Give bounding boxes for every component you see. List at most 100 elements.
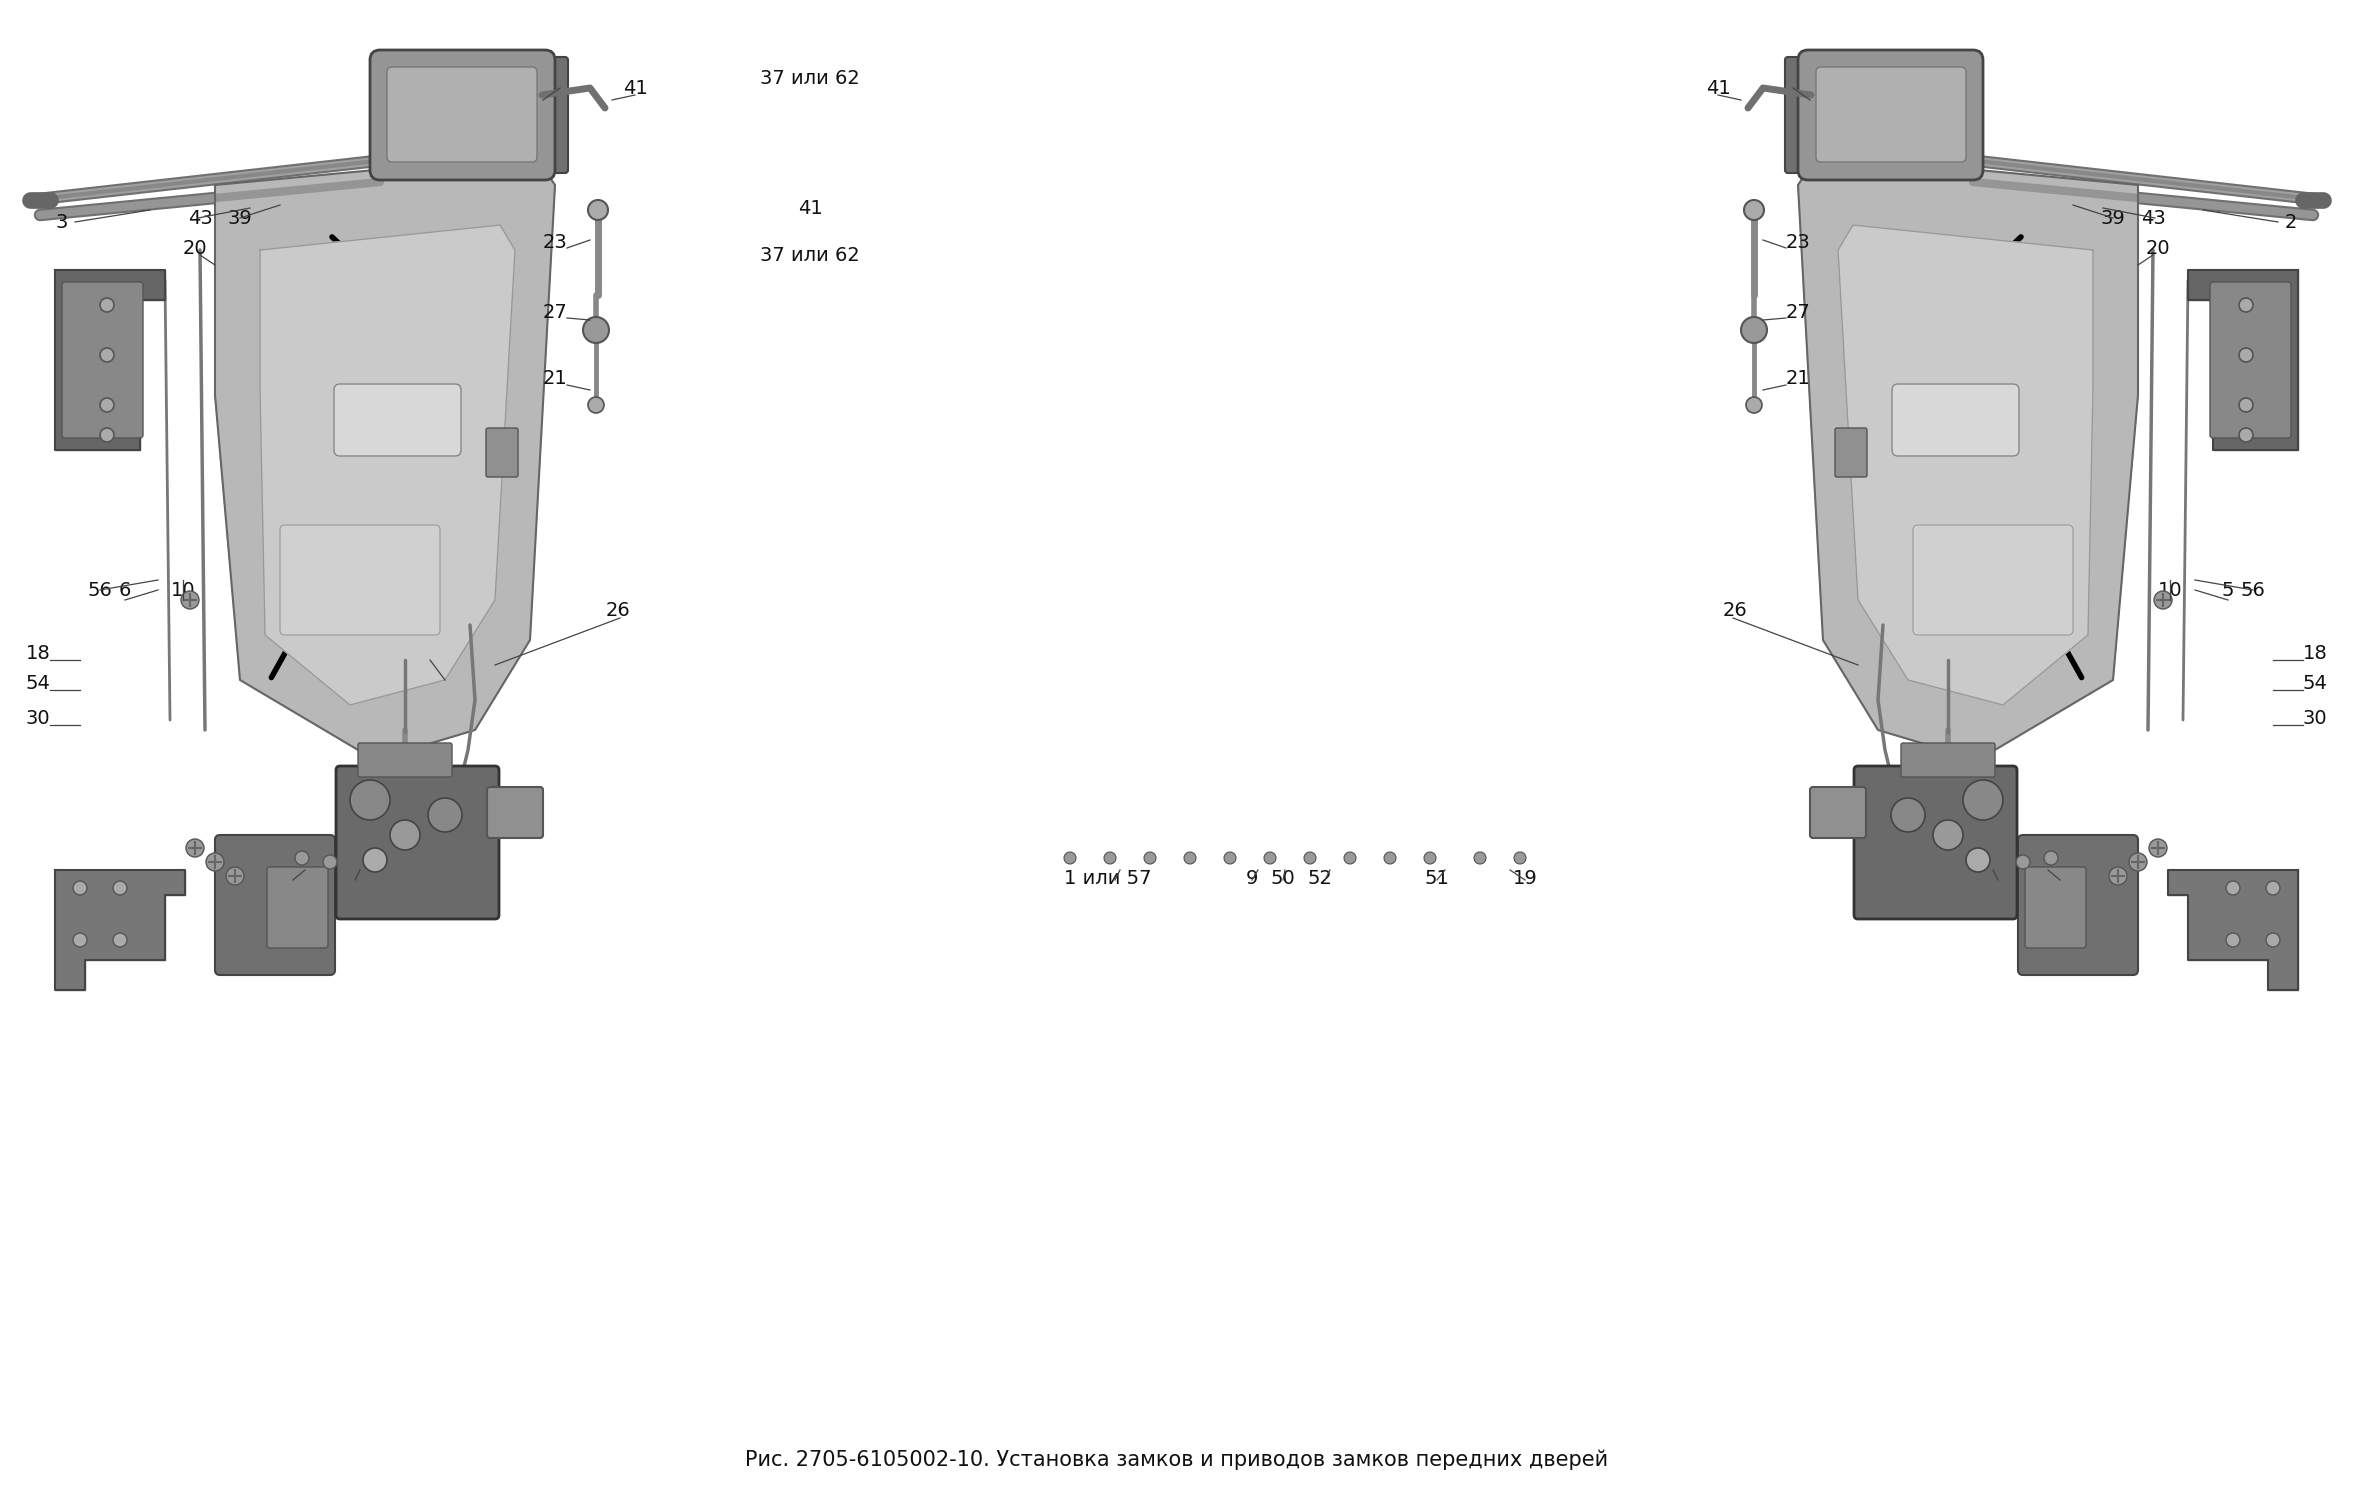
Circle shape: [1746, 398, 1762, 413]
FancyBboxPatch shape: [1913, 526, 2073, 636]
Circle shape: [1424, 852, 1435, 864]
Text: 19: 19: [1513, 869, 1537, 887]
FancyBboxPatch shape: [1901, 742, 1995, 777]
Circle shape: [181, 590, 200, 608]
Circle shape: [2148, 839, 2167, 857]
FancyBboxPatch shape: [1798, 50, 1984, 181]
Polygon shape: [54, 870, 186, 989]
Text: 10: 10: [2158, 580, 2181, 599]
Text: 14: 14: [412, 643, 438, 663]
FancyBboxPatch shape: [214, 834, 334, 974]
Circle shape: [1064, 852, 1075, 864]
Circle shape: [1513, 852, 1527, 864]
Text: 41: 41: [1706, 78, 1729, 98]
Text: 1 или 57: 1 или 57: [1064, 869, 1151, 887]
FancyBboxPatch shape: [61, 282, 144, 438]
Circle shape: [2266, 881, 2280, 895]
Polygon shape: [54, 270, 165, 450]
Text: 2: 2: [2285, 212, 2297, 232]
Text: 56: 56: [87, 580, 113, 599]
Circle shape: [584, 316, 609, 343]
Circle shape: [351, 780, 391, 819]
Circle shape: [1224, 852, 1235, 864]
FancyBboxPatch shape: [487, 788, 544, 837]
Circle shape: [113, 934, 127, 947]
Polygon shape: [214, 155, 555, 761]
Text: 39: 39: [2101, 208, 2125, 227]
Polygon shape: [2188, 270, 2299, 450]
FancyBboxPatch shape: [1809, 788, 1866, 837]
FancyBboxPatch shape: [2019, 834, 2139, 974]
FancyBboxPatch shape: [266, 867, 327, 947]
Circle shape: [1144, 852, 1155, 864]
Text: 51: 51: [1424, 869, 1449, 887]
Text: 27: 27: [544, 303, 567, 321]
Text: 41: 41: [798, 199, 824, 217]
Circle shape: [1104, 852, 1115, 864]
Circle shape: [588, 200, 607, 220]
Circle shape: [73, 881, 87, 895]
Circle shape: [1892, 798, 1925, 831]
Text: 23: 23: [544, 232, 567, 252]
Circle shape: [2153, 590, 2172, 608]
Circle shape: [1744, 200, 1765, 220]
Circle shape: [2226, 934, 2240, 947]
FancyBboxPatch shape: [1786, 57, 1814, 173]
Circle shape: [99, 348, 113, 361]
Circle shape: [1304, 852, 1315, 864]
FancyBboxPatch shape: [1817, 66, 1967, 163]
Text: 23: 23: [1786, 232, 1809, 252]
Circle shape: [207, 852, 224, 870]
FancyBboxPatch shape: [334, 384, 461, 456]
FancyBboxPatch shape: [336, 767, 499, 919]
Text: 26: 26: [605, 601, 631, 619]
Circle shape: [1384, 852, 1395, 864]
Polygon shape: [1798, 155, 2139, 761]
Circle shape: [588, 398, 605, 413]
Text: 19: 19: [278, 869, 304, 887]
Text: 54: 54: [2304, 673, 2327, 693]
Circle shape: [362, 848, 386, 872]
Text: Рис. 2705-6105002-10. Установка замков и приводов замков передних дверей: Рис. 2705-6105002-10. Установка замков и…: [746, 1450, 1607, 1470]
Text: 43: 43: [188, 208, 212, 227]
Text: 27: 27: [1786, 303, 1809, 321]
Text: 53: 53: [336, 869, 360, 887]
Text: 37 или 62: 37 или 62: [760, 245, 859, 265]
Text: 30: 30: [26, 708, 49, 727]
Circle shape: [99, 428, 113, 441]
Text: 18: 18: [26, 643, 49, 663]
FancyBboxPatch shape: [539, 57, 567, 173]
Circle shape: [1967, 848, 1991, 872]
Circle shape: [2240, 398, 2254, 413]
Circle shape: [428, 798, 461, 831]
Circle shape: [1934, 819, 1962, 849]
Circle shape: [2129, 852, 2146, 870]
FancyBboxPatch shape: [358, 742, 452, 777]
FancyBboxPatch shape: [369, 50, 555, 181]
Circle shape: [1344, 852, 1355, 864]
Text: 18: 18: [2304, 643, 2327, 663]
Circle shape: [1473, 852, 1487, 864]
Text: 52: 52: [1308, 869, 1332, 887]
Circle shape: [226, 867, 245, 886]
FancyBboxPatch shape: [386, 66, 536, 163]
Text: 10: 10: [172, 580, 195, 599]
Text: 6: 6: [118, 580, 132, 599]
Text: 9: 9: [1245, 869, 1259, 887]
FancyBboxPatch shape: [280, 526, 440, 636]
Circle shape: [2240, 298, 2254, 312]
Text: 39: 39: [228, 208, 252, 227]
Text: 3: 3: [56, 212, 68, 232]
FancyBboxPatch shape: [1892, 384, 2019, 456]
Text: 24: 24: [1784, 71, 1807, 89]
FancyBboxPatch shape: [1854, 767, 2017, 919]
Text: 20: 20: [2146, 238, 2169, 258]
Polygon shape: [259, 224, 515, 705]
Text: 25: 25: [546, 71, 569, 89]
Text: 37 или 62: 37 или 62: [760, 68, 859, 87]
Circle shape: [113, 881, 127, 895]
Text: 20: 20: [184, 238, 207, 258]
Text: 21: 21: [544, 369, 567, 387]
Circle shape: [2226, 881, 2240, 895]
Text: 26: 26: [1722, 601, 1748, 619]
